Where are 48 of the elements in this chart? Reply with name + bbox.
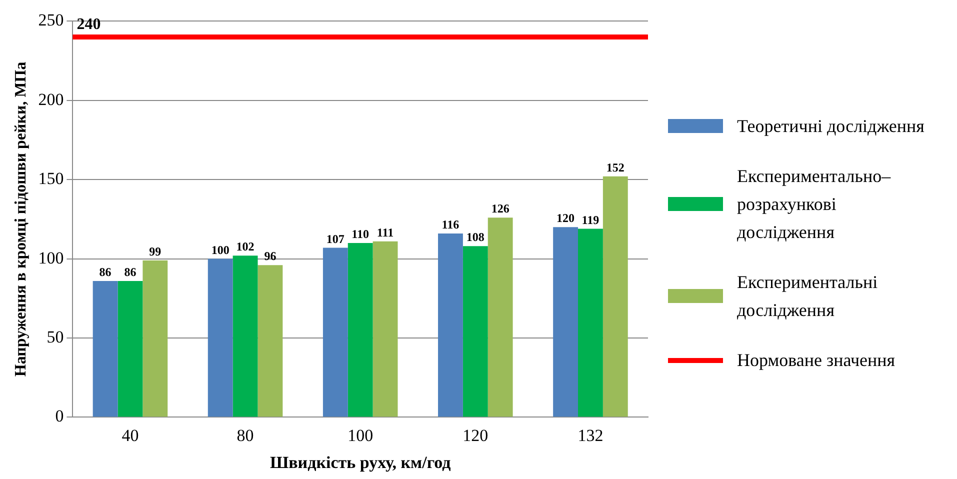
- data-label: 107: [326, 232, 344, 246]
- data-label: 86: [124, 265, 136, 280]
- y-tick-label: 0: [55, 406, 64, 426]
- y-tick-label: 250: [38, 10, 64, 30]
- data-label: 108: [466, 230, 484, 244]
- data-label: 119: [582, 212, 600, 227]
- data-label: 110: [352, 227, 370, 242]
- x-tick-label: 100: [348, 426, 374, 445]
- bar: [118, 280, 143, 417]
- data-label: 120: [556, 211, 575, 226]
- data-label: 126: [491, 202, 510, 216]
- y-tick-label: 100: [38, 248, 64, 268]
- bar: [372, 241, 398, 417]
- legend-label: Теоретичні дослідження: [737, 115, 926, 138]
- data-label: 96: [264, 249, 276, 264]
- bar: [602, 176, 628, 417]
- x-tick-label: 80: [236, 426, 254, 445]
- bar: [92, 280, 118, 417]
- bar: [438, 233, 463, 417]
- data-label: 86: [99, 265, 112, 280]
- annotation: 240: [76, 16, 101, 34]
- bar: [348, 242, 373, 417]
- bar: [462, 246, 488, 417]
- legend-label: Експериментальні дослідження: [737, 271, 879, 322]
- bar: [258, 265, 283, 417]
- data-label: 116: [442, 218, 460, 232]
- x-tick-label: 120: [462, 426, 488, 445]
- x-tick-label: 132: [578, 426, 604, 445]
- bar: [578, 228, 603, 417]
- bar: [142, 260, 168, 417]
- bar: [322, 248, 348, 417]
- x-axis-title: Швидкість руху, км/год: [270, 453, 452, 472]
- data-label: 102: [236, 240, 254, 254]
- y-tick-label: 150: [38, 169, 64, 188]
- bar: [553, 227, 578, 417]
- x-tick-label: 40: [122, 426, 139, 445]
- y-tick-label: 200: [38, 90, 64, 109]
- bar: [232, 256, 258, 417]
- y-axis-title: Напруження в кромці підошви рейки, МПа: [12, 62, 30, 377]
- data-label: 111: [376, 225, 394, 240]
- y-tick-label: 50: [46, 327, 64, 346]
- bar: [208, 258, 233, 417]
- bar: [488, 218, 513, 417]
- data-label: 100: [211, 242, 230, 257]
- legend-label: Експериментально–розрахункові дослідження: [737, 165, 892, 244]
- data-label: 152: [606, 160, 624, 175]
- data-label: 99: [149, 244, 162, 258]
- legend-label: Нормоване значення: [737, 349, 896, 372]
